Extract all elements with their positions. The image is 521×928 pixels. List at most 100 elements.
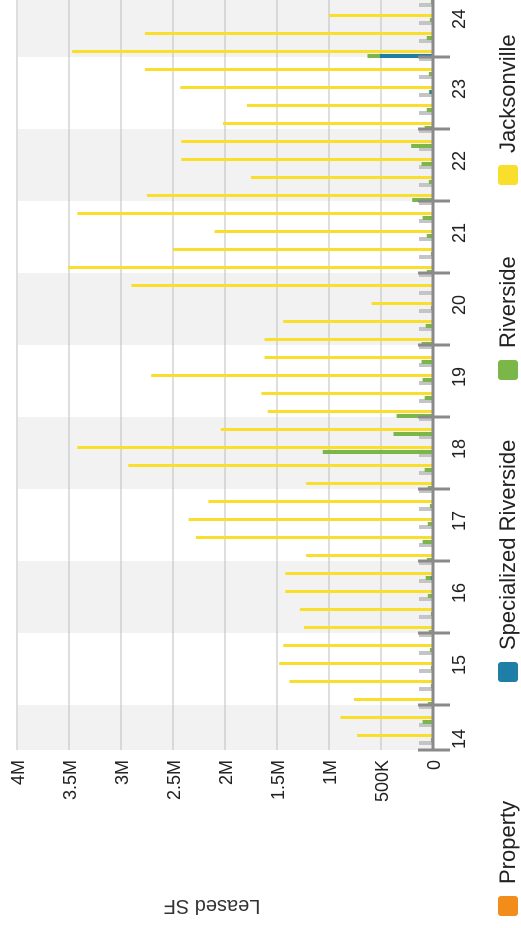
legend-label: Riverside [495,256,520,348]
bar-neutral [419,489,433,493]
bar-riverside [427,522,433,526]
bar-neutral [419,237,433,241]
bars [67,0,434,745]
bar-jacksonville [147,194,433,197]
bar-riverside [421,162,433,166]
bar-jacksonville [340,716,433,719]
axis-title-group: Leased SF [164,895,261,917]
bar-jacksonville [188,518,433,521]
bar-jacksonville [72,50,434,53]
value-tick-label: 2.5M [164,760,184,800]
bar-riverside [425,324,433,328]
bar-jacksonville [208,500,433,503]
bar-jacksonville [306,482,433,485]
category-tick-label: 18 [449,439,469,459]
bar-neutral [419,21,433,25]
category-tick-label: 14 [449,729,469,749]
bar-jacksonville [77,446,433,449]
legend-label: Specialized Riverside [495,440,520,650]
bar-neutral [419,75,433,79]
bar-neutral [419,723,433,727]
bar-jacksonville [304,626,433,629]
bar-riverside [427,594,433,598]
bar-neutral [419,651,433,655]
bar-jacksonville [131,284,433,287]
value-tick-label: 2M [216,760,236,785]
value-tick-label: 500K [372,760,392,802]
value-tick-label: 0 [424,760,444,770]
y-axis-title: Leased SF [164,895,261,917]
bar-jacksonville [329,14,433,17]
bar-neutral [419,417,433,421]
bar-neutral [419,741,433,745]
bar-riverside [396,414,433,418]
bar-jacksonville [299,608,433,611]
legend: Property Specialized Riverside Riverside Ja… [495,34,520,916]
bar-neutral [419,327,433,331]
bar-riverside [393,432,433,436]
bar-jacksonville [283,320,433,323]
bar-riverside [422,720,433,724]
bar-jacksonville [306,554,433,557]
bar-neutral [419,111,433,115]
category-tick-label: 16 [449,583,469,603]
bar-neutral [419,525,433,529]
bar-neutral [419,435,433,439]
bar-jacksonville [261,392,433,395]
bar-jacksonville [251,176,433,179]
bar-neutral [419,507,433,511]
bar-jacksonville [195,536,433,539]
bar-neutral [419,291,433,295]
bar-riverside [426,108,433,112]
bar-specialized-riverside [379,54,433,58]
value-tick-label: 3M [112,760,132,785]
bar-neutral [419,381,433,385]
bar-jacksonville [289,680,433,683]
bar-neutral [419,201,433,205]
bar-riverside [422,540,433,544]
bar-neutral [419,165,433,169]
bar-jacksonville [371,302,433,305]
bar-neutral [419,309,433,313]
value-tick-label: 3.5M [60,760,80,800]
bar-neutral [419,183,433,187]
bar-riverside [429,648,433,652]
bar-jacksonville [279,662,433,665]
value-tick-label: 4M [8,760,28,785]
bar-neutral [419,129,433,133]
bar-riverside [429,18,433,22]
bar-jacksonville [267,410,433,413]
legend-swatch [498,662,518,682]
bar-jacksonville [173,248,433,251]
bar-riverside [428,72,433,76]
bar-neutral [419,453,433,457]
bar-jacksonville [77,212,433,215]
value-tick-label: 1.5M [268,760,288,800]
bar-riverside [322,450,433,454]
bar-jacksonville [353,698,433,701]
bar-neutral [419,3,433,7]
bar-jacksonville [181,140,433,143]
bar-neutral [419,705,433,709]
category-tick-label: 24 [449,9,469,29]
legend-label: Property [495,801,520,884]
bar-jacksonville [144,32,434,35]
bar-riverside [429,504,433,508]
legend-label: Jacksonville [495,34,520,153]
bar-jacksonville [357,734,433,737]
bar-riverside [424,468,433,472]
legend-swatch [498,896,518,916]
category-tick-label: 23 [449,79,469,99]
bar-neutral [419,669,433,673]
legend-swatch [498,360,518,380]
category-tick-label: 19 [449,367,469,387]
bar-jacksonville [181,158,433,161]
bar-jacksonville [128,464,433,467]
category-tick-label: 21 [449,223,469,243]
bar-neutral [419,633,433,637]
bar-neutral [419,471,433,475]
value-tick-label: 1M [320,760,340,785]
bar-neutral [419,93,433,97]
